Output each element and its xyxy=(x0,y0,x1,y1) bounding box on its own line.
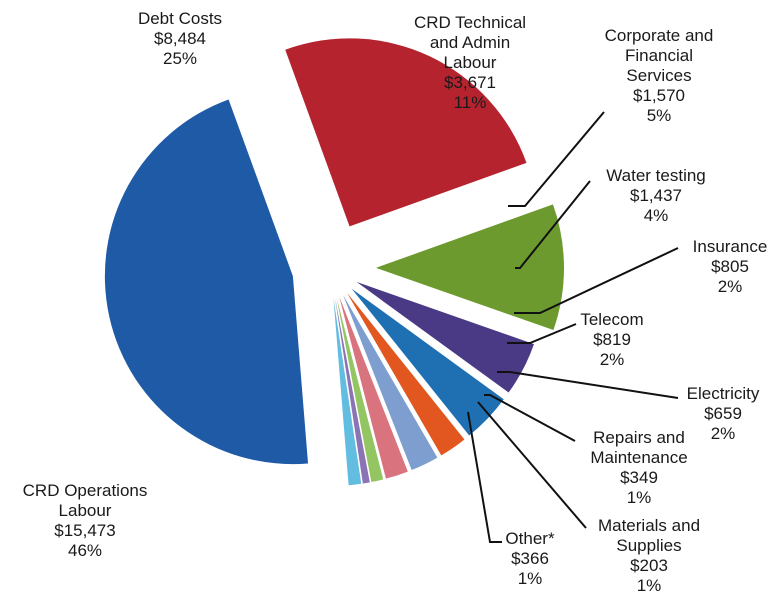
materials-label-line: Supplies xyxy=(616,536,681,555)
debt-label-line: 25% xyxy=(163,49,197,68)
materials-label-line: $203 xyxy=(630,556,668,575)
leader-line-electricity xyxy=(497,371,679,399)
water-label-line: Water testing xyxy=(606,166,706,185)
pie-slice-repairs-and-maintenance xyxy=(336,297,384,483)
technical-label-line: CRD Technical xyxy=(414,13,526,32)
telecom-label-line: $819 xyxy=(593,330,631,349)
leader-line-water xyxy=(515,180,591,269)
label-repairs-maintenance: Repairs and Maintenance $349 1% xyxy=(590,428,687,507)
technical-label-line: and Admin xyxy=(430,33,510,52)
pie-slice-crd-operations-labour xyxy=(104,99,309,465)
leader-line-corporate xyxy=(508,111,605,207)
corporate-label-line: Corporate and xyxy=(605,26,714,45)
repairs-label-line: Maintenance xyxy=(590,448,687,467)
label-water-testing: Water testing $1,437 4% xyxy=(606,166,706,225)
materials-label-line: Materials and xyxy=(598,516,700,535)
corporate-label-line: 5% xyxy=(647,106,672,125)
materials-label-line: 1% xyxy=(637,576,662,595)
label-operations-labour: CRD Operations Labour $15,473 46% xyxy=(23,481,148,560)
other-label-line: $366 xyxy=(511,549,549,568)
label-technical-admin: CRD Technical and Admin Labour $3,671 11% xyxy=(414,13,526,112)
label-insurance: Insurance $805 2% xyxy=(693,237,768,296)
label-debt-costs: Debt Costs $8,484 25% xyxy=(138,9,222,68)
water-label-line: $1,437 xyxy=(630,186,682,205)
pie-slice-corporate-and-financial-services xyxy=(356,281,534,393)
operations-label-line: Labour xyxy=(59,501,112,520)
label-telecom: Telecom $819 2% xyxy=(580,310,643,369)
corporate-label-line: Services xyxy=(626,66,691,85)
electricity-label-line: 2% xyxy=(711,424,736,443)
leader-line-other xyxy=(467,411,502,543)
corporate-label-line: Financial xyxy=(625,46,693,65)
pie-slices xyxy=(104,38,564,486)
pie-slice-electricity xyxy=(339,296,408,479)
operations-label-line: 46% xyxy=(68,541,102,560)
technical-label-line: $3,671 xyxy=(444,73,496,92)
telecom-label-line: Telecom xyxy=(580,310,643,329)
electricity-label-line: Electricity xyxy=(687,384,760,403)
leader-lines xyxy=(467,111,679,543)
pie-slice-telecom xyxy=(343,295,438,471)
insurance-label-line: Insurance xyxy=(693,237,768,256)
other-label-line: Other* xyxy=(505,529,555,548)
repairs-label-line: $349 xyxy=(620,468,658,487)
corporate-label-line: $1,570 xyxy=(633,86,685,105)
pie-slice-other xyxy=(333,297,362,486)
operations-label-line: CRD Operations xyxy=(23,481,148,500)
label-other: Other* $366 1% xyxy=(505,529,555,588)
pie-slice-insurance xyxy=(346,292,465,456)
debt-label-line: $8,484 xyxy=(154,29,206,48)
debt-label-line: Debt Costs xyxy=(138,9,222,28)
pie-slice-materials-and-supplies xyxy=(335,297,370,484)
insurance-label-line: 2% xyxy=(718,277,743,296)
other-label-line: 1% xyxy=(518,569,543,588)
water-label-line: 4% xyxy=(644,206,669,225)
leader-line-insurance xyxy=(514,247,679,314)
repairs-label-line: Repairs and xyxy=(593,428,685,447)
technical-label-line: 11% xyxy=(454,93,487,112)
electricity-label-line: $659 xyxy=(704,404,742,423)
label-corporate-financial: Corporate and Financial Services $1,570 5% xyxy=(605,26,714,125)
pie-slice-water-testing xyxy=(351,288,504,436)
operations-label-line: $15,473 xyxy=(54,521,115,540)
label-electricity: Electricity $659 2% xyxy=(687,384,760,443)
leader-line-materials xyxy=(477,401,587,529)
label-materials-supplies: Materials and Supplies $203 1% xyxy=(598,516,700,595)
pie-slice-debt-costs xyxy=(285,38,527,227)
pie-slice-crd-technical-and-admin-labour xyxy=(375,204,564,331)
repairs-label-line: 1% xyxy=(627,488,652,507)
leader-line-repairs xyxy=(484,394,576,442)
leader-line-telecom xyxy=(507,323,577,344)
insurance-label-line: $805 xyxy=(711,257,749,276)
telecom-label-line: 2% xyxy=(600,350,625,369)
technical-label-line: Labour xyxy=(444,53,497,72)
